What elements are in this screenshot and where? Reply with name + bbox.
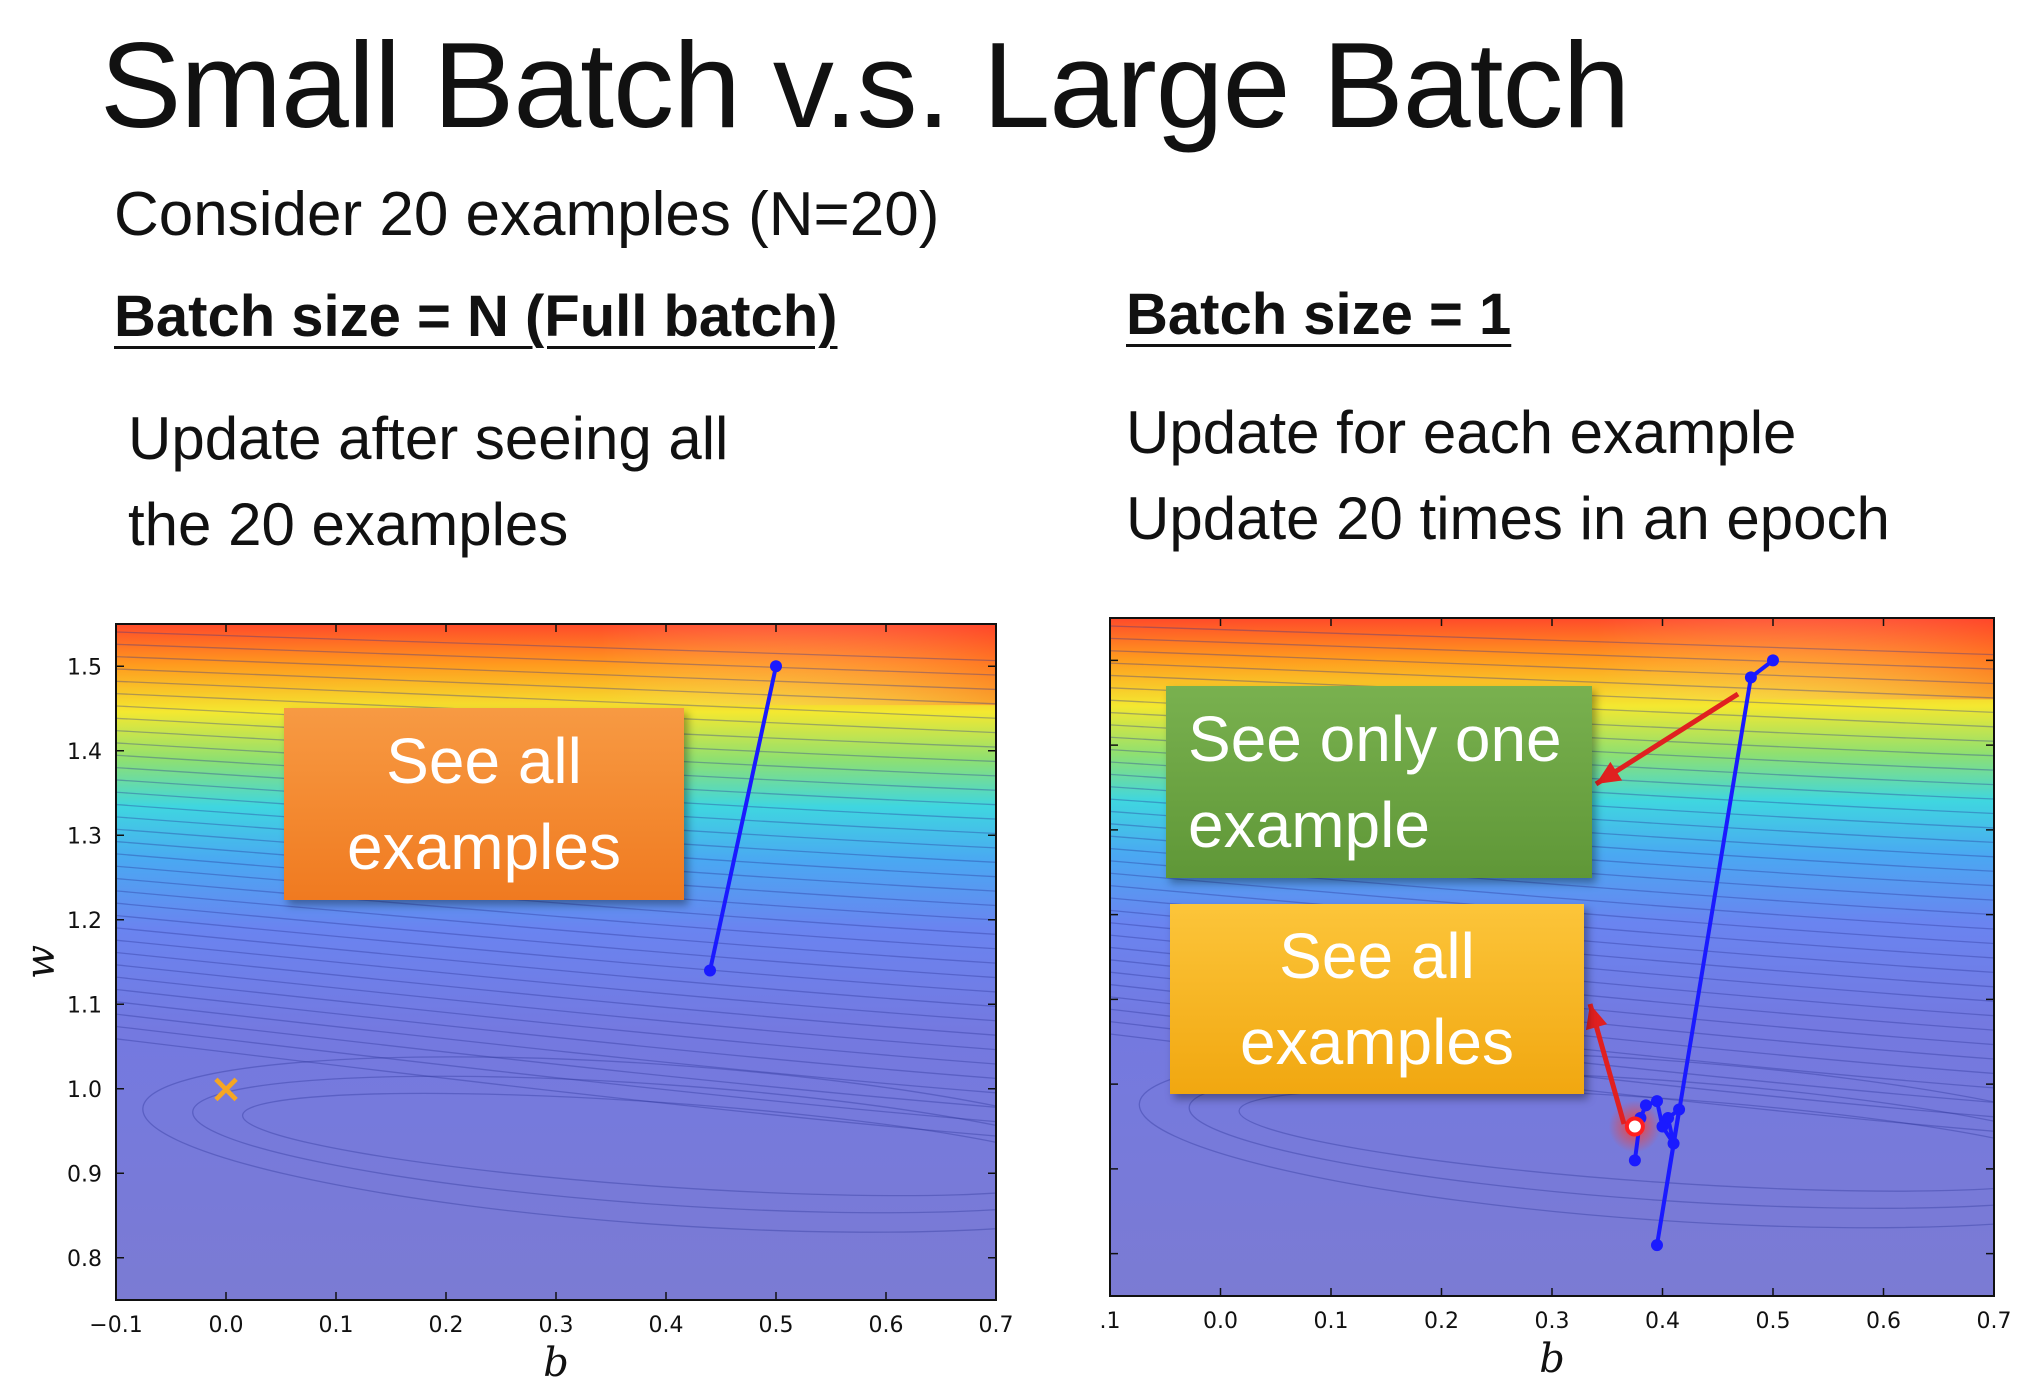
update-point bbox=[770, 660, 782, 673]
y-tick-label: 1.3 bbox=[67, 824, 102, 849]
y-tick-label: 1.5 bbox=[67, 655, 102, 680]
batch-one-heading: Batch size = 1 bbox=[1126, 282, 1512, 347]
contour-line bbox=[116, 964, 996, 1051]
contour-line bbox=[116, 927, 996, 1008]
x-tick-label: .1 bbox=[1100, 1309, 1121, 1334]
batch-one-description-line-1: Update for each example bbox=[1126, 399, 1797, 466]
arrow-to-one-example bbox=[1594, 691, 1740, 787]
x-tick-label: 0.3 bbox=[539, 1313, 574, 1338]
contour-line bbox=[116, 1013, 996, 1108]
update-point bbox=[1667, 1137, 1680, 1150]
y-axis-label: w bbox=[18, 945, 64, 979]
update-point bbox=[1767, 654, 1779, 667]
full-batch-description-line-2: the 20 examples bbox=[128, 491, 569, 558]
contour-line bbox=[116, 914, 996, 993]
full-batch-description: Update after seeing all the 20 examples bbox=[128, 396, 728, 568]
update-point bbox=[1673, 1103, 1686, 1116]
see-only-one-example-callout: See only one example bbox=[1166, 686, 1592, 878]
x-tick-label: 0.1 bbox=[1314, 1309, 1349, 1334]
x-tick-label: 0.7 bbox=[979, 1313, 1014, 1338]
contour-line bbox=[116, 951, 996, 1036]
y-tick-label: 0.9 bbox=[67, 1162, 102, 1187]
x-tick-label: 0.4 bbox=[649, 1313, 684, 1338]
contour-line bbox=[116, 1038, 996, 1137]
slide-subtitle: Consider 20 examples (N=20) bbox=[114, 180, 940, 249]
see-all-examples-callout: See all examples bbox=[284, 708, 684, 900]
update-path bbox=[708, 665, 778, 971]
full-batch-description-line-1: Update after seeing all bbox=[128, 405, 729, 472]
heatmap-tint bbox=[116, 624, 996, 706]
highlight-point bbox=[1624, 1116, 1645, 1137]
update-point bbox=[1628, 1154, 1641, 1167]
batch-one-description: Update for each example Update 20 times … bbox=[1126, 390, 1890, 562]
x-tick-label: 0.4 bbox=[1645, 1309, 1680, 1334]
contour-line bbox=[116, 976, 996, 1065]
x-tick-label: 0.5 bbox=[1756, 1309, 1791, 1334]
update-point bbox=[1650, 1239, 1663, 1252]
contour-ellipse bbox=[1138, 1051, 1994, 1229]
arrow-to-all-examples-head bbox=[1585, 1004, 1608, 1031]
full-batch-heading: Batch size = N (Full batch) bbox=[114, 284, 838, 349]
contour-line bbox=[116, 890, 996, 964]
contour-ellipse bbox=[142, 1056, 996, 1233]
x-tick-label: −0.1 bbox=[89, 1313, 142, 1338]
contour-line bbox=[116, 1025, 996, 1123]
batch-one-description-line-2: Update 20 times in an epoch bbox=[1126, 485, 1890, 552]
update-point bbox=[1656, 1120, 1669, 1133]
x-tick-label: 0.2 bbox=[429, 1313, 464, 1338]
y-tick-label: 0.8 bbox=[67, 1247, 102, 1272]
contour-line bbox=[116, 865, 996, 935]
x-tick-label: 0.1 bbox=[319, 1313, 354, 1338]
x-tick-label: 0.3 bbox=[1535, 1309, 1570, 1334]
update-point bbox=[704, 964, 716, 977]
contour-line bbox=[116, 877, 996, 950]
x-tick-label: 0.2 bbox=[1424, 1309, 1459, 1334]
minimum-marker: × bbox=[209, 1066, 243, 1112]
update-point bbox=[1650, 1095, 1663, 1108]
y-tick-label: 1.1 bbox=[67, 993, 102, 1018]
x-axis-label: b bbox=[1539, 1336, 1565, 1382]
see-all-examples-callout-right: See all examples bbox=[1170, 904, 1584, 1094]
contour-line bbox=[116, 988, 996, 1080]
arrow-to-one-example-head bbox=[1596, 761, 1623, 784]
contour-ellipse bbox=[1188, 1071, 1994, 1209]
update-point bbox=[1744, 671, 1757, 684]
contour-line bbox=[116, 1001, 996, 1094]
y-tick-label: 1.0 bbox=[67, 1078, 102, 1103]
contour-line bbox=[116, 902, 996, 979]
y-tick-label: 1.4 bbox=[67, 740, 102, 765]
x-tick-label: 0.6 bbox=[1866, 1309, 1901, 1334]
contour-line bbox=[116, 939, 996, 1022]
x-tick-label: 0.5 bbox=[759, 1313, 794, 1338]
x-tick-label: 0.6 bbox=[869, 1313, 904, 1338]
x-tick-label: 0.7 bbox=[1977, 1309, 2012, 1334]
contour-ellipse bbox=[192, 1075, 996, 1214]
x-tick-label: 0.0 bbox=[1203, 1309, 1238, 1334]
x-axis-label: b bbox=[543, 1340, 569, 1386]
contour-ellipse bbox=[241, 1092, 996, 1197]
update-point bbox=[1639, 1099, 1652, 1112]
x-tick-label: 0.0 bbox=[209, 1313, 244, 1338]
y-tick-label: 1.2 bbox=[67, 909, 102, 934]
heatmap-tint bbox=[1110, 618, 1994, 700]
slide-title: Small Batch v.s. Large Batch bbox=[100, 17, 1630, 153]
update-point bbox=[1662, 1112, 1675, 1125]
